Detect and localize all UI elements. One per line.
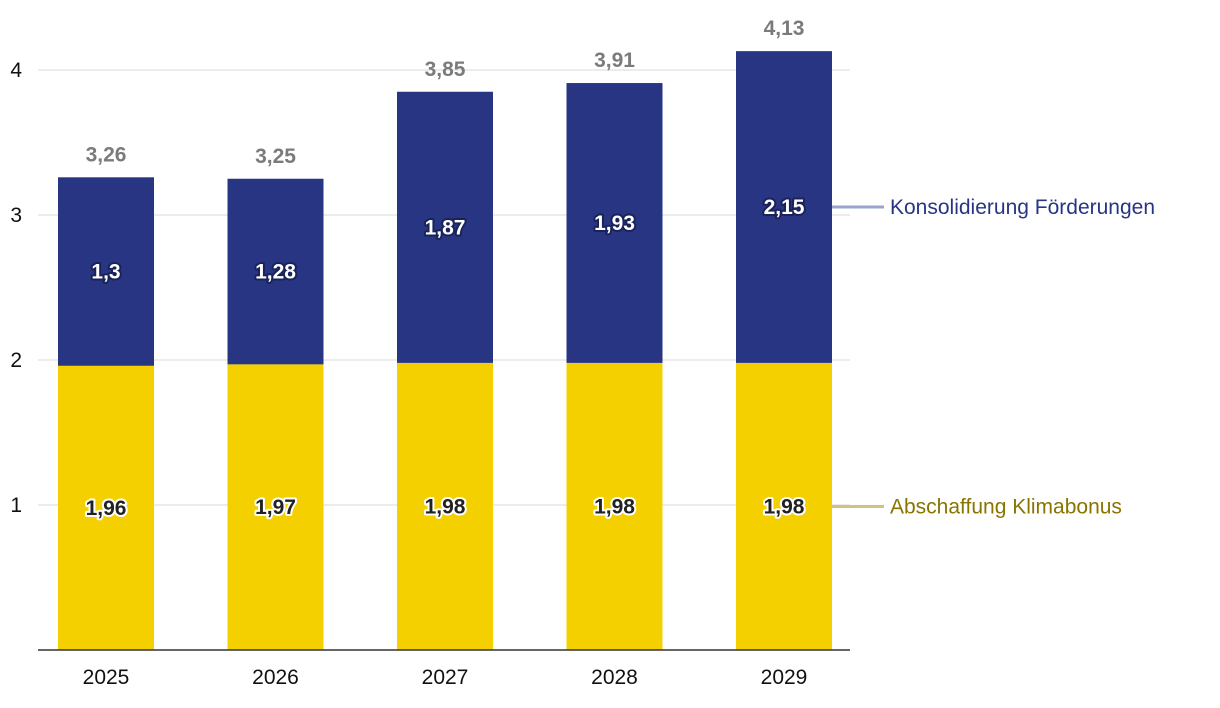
y-tick-label: 2 [10,349,22,372]
total-value-label: 3,91 [594,49,635,72]
segment-value-label: 1,96 [86,497,127,520]
bars: 1,96 1,3 3,26 1,97 1,28 3,25 1,98 1,87 3,85 1,98 1… [58,17,832,650]
y-tick-label: 4 [10,59,22,82]
segment-value-label: 1,87 [425,216,466,239]
bar-segment-foerderungen [58,177,154,366]
x-tick-label: 2029 [761,666,808,689]
y-tick-label: 3 [10,204,22,227]
bar-segment-klimabonus [566,362,663,650]
y-tick-label: 1 [10,494,22,517]
y-axis-ticks: 1 2 3 4 [10,59,22,517]
bar-segment-foerderungen [397,91,493,363]
x-axis-labels: 2025 2026 2027 2028 2029 [83,666,808,689]
segment-value-label: 1,3 [91,261,120,284]
total-value-label: 3,26 [86,143,127,166]
bar-segment-klimabonus [736,362,832,650]
x-tick-label: 2026 [252,666,299,689]
bar-segment-klimabonus [397,362,493,650]
legend: Abschaffung Klimabonus Konsolidierung För… [832,196,1155,518]
segment-value-label: 1,28 [255,261,296,284]
bar-segment-foerderungen [566,83,663,363]
total-value-label: 3,85 [425,58,466,81]
segment-value-label: 1,98 [764,495,805,518]
segment-value-label: 2,15 [764,196,805,219]
total-value-label: 3,25 [255,145,296,168]
x-tick-label: 2025 [83,666,130,689]
legend-label: Abschaffung Klimabonus [890,495,1122,518]
bar-segment-klimabonus [227,364,324,650]
total-value-label: 4,13 [764,17,805,40]
segment-value-label: 1,93 [594,212,635,235]
segment-value-label: 1,98 [594,495,635,518]
segment-value-label: 1,98 [425,495,466,518]
bar-segment-foerderungen [227,178,324,365]
x-tick-label: 2028 [591,666,638,689]
segment-value-label: 1,97 [255,496,296,519]
bar-segment-foerderungen [736,51,832,363]
legend-label: Konsolidierung Förderungen [890,196,1155,219]
x-tick-label: 2027 [422,666,469,689]
bar-segment-klimabonus [58,365,154,650]
